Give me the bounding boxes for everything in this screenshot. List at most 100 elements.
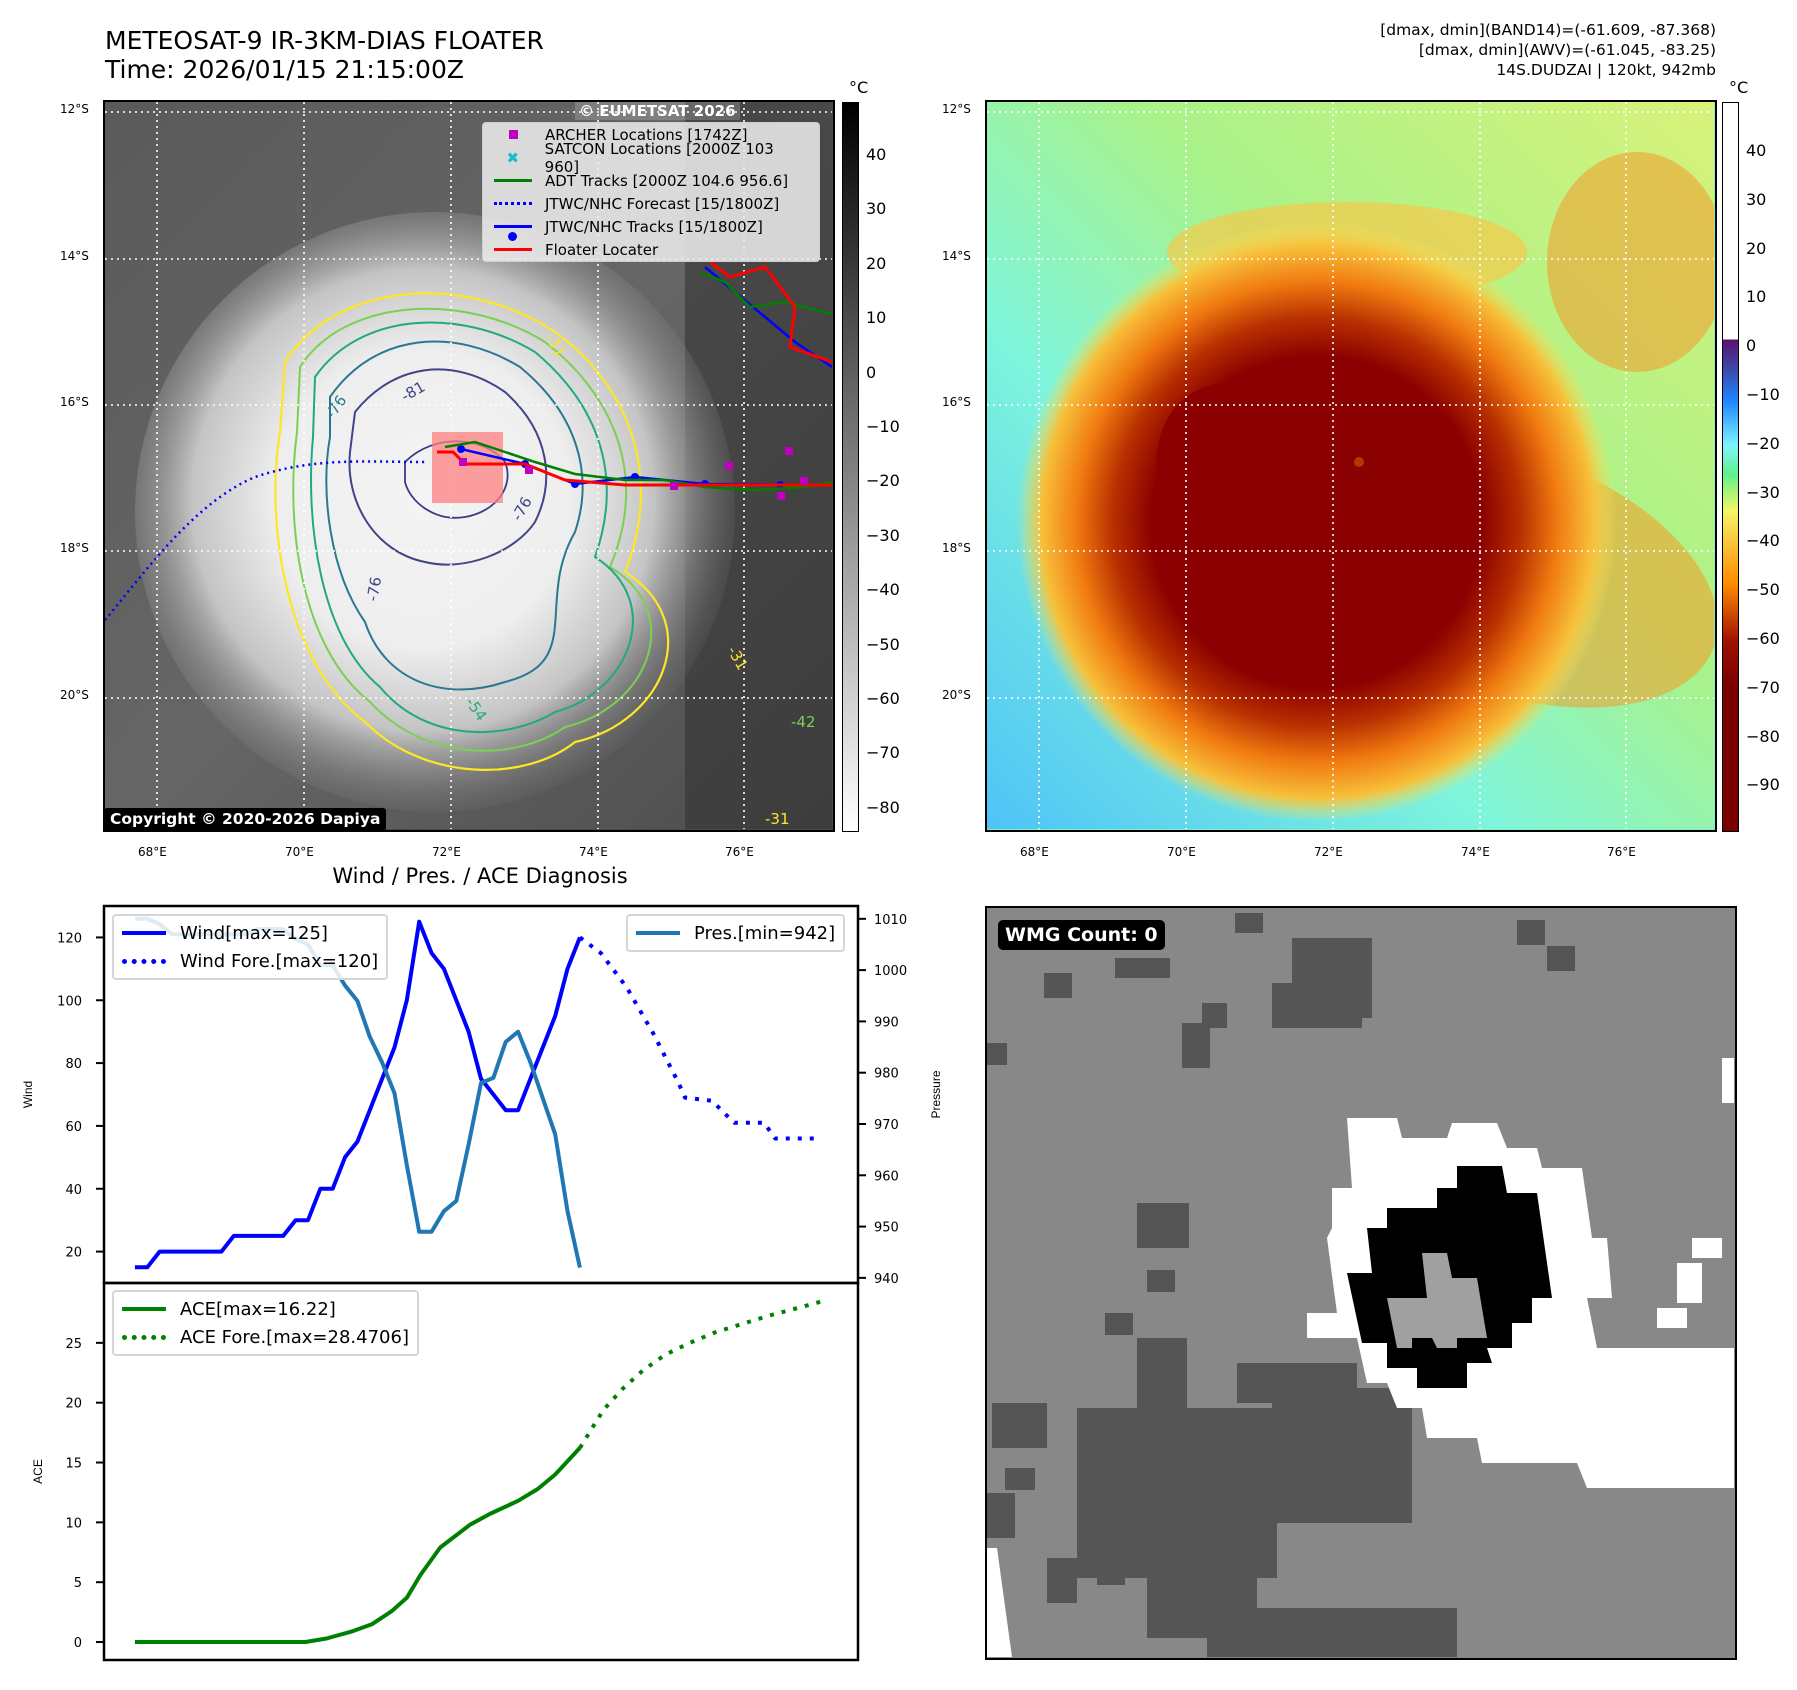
square-marker-icon — [508, 130, 518, 139]
colorbar-tick-label: 40 — [866, 145, 887, 164]
colorbar-tick-label: −20 — [866, 471, 900, 491]
legend-archer: ARCHER Locations [1742Z] — [483, 123, 819, 146]
lon-tick-label: 74°E — [579, 845, 608, 859]
lon-tick-label: 74°E — [1461, 845, 1490, 859]
ne-convection — [1547, 152, 1714, 372]
colorbar-unit-right: °C — [1729, 78, 1749, 97]
enhanced-map-svg — [987, 102, 1714, 829]
dotted-line-icon — [122, 1334, 166, 1340]
dotted-line-icon — [122, 958, 166, 964]
wmg-dark-cells — [987, 913, 1575, 1657]
colorbar-tick-label: −30 — [866, 525, 900, 545]
legend-label: SATCON Locations [2000Z 103 960] — [544, 139, 774, 176]
colorbar-tick-label: −80 — [1746, 726, 1780, 746]
line-icon — [636, 931, 680, 935]
line-dot-icon — [494, 225, 532, 228]
lon-tick-label: 72°E — [1314, 845, 1343, 859]
contour-indigo — [348, 368, 548, 566]
contour-blue — [325, 340, 584, 691]
title-time: Time: 2026/01/15 21:15:00Z — [105, 55, 464, 84]
wmg-light-cells — [1387, 1253, 1487, 1348]
legend-ace: ACE[max=16.22] — [122, 1295, 409, 1323]
y-tick-label: 20 — [65, 1397, 82, 1412]
y-tick-label: 10 — [65, 1516, 82, 1531]
figure-title: METEOSAT-9 IR-3KM-DIAS FLOATER Time: 2026… — [105, 26, 544, 84]
colorbar-tick-label: −10 — [866, 417, 900, 436]
y-right-axis-label: Pressure — [929, 1070, 943, 1118]
adt-track — [444, 440, 832, 492]
colorbar-tick-label: −50 — [866, 634, 900, 654]
line-icon — [494, 179, 532, 182]
floater-track-secondary — [709, 260, 832, 364]
colorbar-tick-label: −20 — [1746, 433, 1780, 453]
lat-tick-label: 20°S — [942, 688, 971, 702]
lon-tick-label: 72°E — [432, 845, 461, 859]
cdo-core — [1156, 370, 1419, 607]
colorbar-tick-label: 0 — [1746, 336, 1757, 356]
y-right-tick-label: 940 — [874, 1272, 899, 1287]
contour-yellow — [274, 292, 670, 771]
colorbar-tick-label: 20 — [866, 253, 887, 273]
colorbar-tick-label: −60 — [866, 689, 900, 708]
colorbar-enhanced — [1722, 102, 1739, 832]
legend-label: Pres.[min=942] — [694, 922, 836, 944]
eumetsat-watermark: © EUMETSAT 2026 — [575, 102, 740, 120]
lat-tick-label: 18°S — [942, 541, 971, 555]
y-tick-label: 20 — [65, 1246, 82, 1261]
colorbar-unit-left: °C — [849, 78, 869, 97]
lat-tick-label: 16°S — [60, 395, 89, 409]
cloud-shield — [135, 212, 735, 812]
lon-tick-label: 76°E — [725, 845, 754, 859]
lon-tick-label: 76°E — [1607, 845, 1636, 859]
map-gridlines-right — [987, 102, 1714, 829]
colorbar-tick-label: −30 — [1746, 482, 1780, 502]
eye-feature — [1354, 457, 1364, 467]
y-right-tick-label: 1010 — [874, 913, 907, 928]
dot-marker-icon — [508, 232, 517, 241]
series-ace-line — [134, 1446, 582, 1644]
dotted-line-icon — [494, 202, 532, 205]
copyright-badge: Copyright © 2020-2026 Dapiya — [104, 808, 387, 831]
legend-label: ACE[max=16.22] — [180, 1298, 336, 1320]
y-axis-label: Wind — [21, 1081, 35, 1108]
colorbar-tick-label: 30 — [866, 199, 887, 219]
plot-frame — [102, 1281, 860, 1662]
ace-legend: ACE[max=16.22] ACE Fore.[max=28.4706] — [112, 1290, 419, 1356]
lon-tick-label: 70°E — [1167, 845, 1196, 859]
ace-chart: 0 5 10 15 20 25 ACE — [31, 1281, 860, 1662]
y-right-tick-label: 970 — [874, 1118, 899, 1133]
lon-tick-label: 70°E — [285, 845, 314, 859]
colorbar-tick-label: −70 — [866, 743, 900, 763]
legend-label: ARCHER Locations [1742Z] — [545, 125, 748, 144]
legend-label: Wind[max=125] — [180, 922, 328, 944]
legend-ace-forecast: ACE Fore.[max=28.4706] — [122, 1323, 409, 1351]
wmg-count-badge: WMG Count: 0 — [998, 920, 1165, 950]
pressure-legend: Pres.[min=942] — [626, 914, 846, 952]
jtwc-track-points — [457, 445, 784, 489]
lat-tick-label: 20°S — [60, 688, 89, 702]
y-right-tick-label: 1000 — [874, 964, 907, 979]
legend-pressure: Pres.[min=942] — [636, 919, 835, 947]
y-right-tick-label: 950 — [874, 1221, 899, 1236]
title-satellite: METEOSAT-9 IR-3KM-DIAS FLOATER — [105, 26, 544, 55]
y-tick-label: 80 — [65, 1057, 82, 1072]
legend-floater: Floater Locater — [483, 238, 819, 261]
y-tick-label: 40 — [65, 1183, 82, 1198]
y-right-tick-label: 960 — [874, 1169, 899, 1184]
lat-tick-label: 14°S — [942, 249, 971, 263]
lat-tick-label: 12°S — [942, 102, 971, 116]
contour-label: -42 — [791, 713, 816, 731]
colorbar-tick-label: 40 — [1746, 141, 1767, 160]
legend-label: ACE Fore.[max=28.4706] — [180, 1326, 409, 1348]
colorbar-tick-label: −90 — [1746, 775, 1780, 795]
legend-label: Wind Fore.[max=120] — [180, 950, 379, 972]
contour-green — [292, 307, 652, 752]
legend-adt: ADT Tracks [2000Z 104.6 956.6] — [483, 169, 819, 192]
y-tick-label: 120 — [57, 931, 82, 946]
legend-wind-forecast: Wind Fore.[max=120] — [122, 947, 378, 975]
colorbar-tick-label: −40 — [866, 580, 900, 600]
lat-tick-label: 18°S — [60, 541, 89, 555]
contour-teal — [310, 321, 634, 733]
y-tick-label: 60 — [65, 1120, 82, 1135]
contour-label: -76 — [363, 575, 385, 602]
